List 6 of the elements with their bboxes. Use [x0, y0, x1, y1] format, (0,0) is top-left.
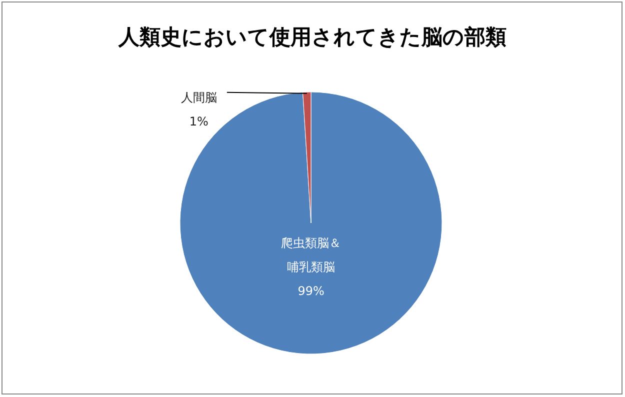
slice-label: 爬虫類脳＆哺乳類脳: [281, 236, 342, 274]
data-label: 1%: [189, 114, 208, 128]
pie-slice: [180, 92, 442, 354]
data-label: 99%: [298, 284, 324, 298]
slice-label: 人間脳: [180, 90, 217, 104]
chart-title: 人類史において使用されてきた脳の部類: [118, 25, 506, 49]
